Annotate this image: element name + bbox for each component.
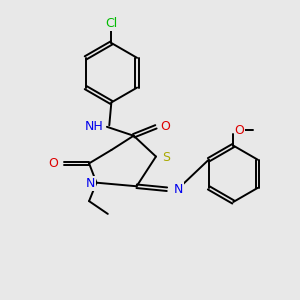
- Text: N: N: [85, 177, 95, 190]
- Text: S: S: [163, 151, 170, 164]
- Text: O: O: [160, 120, 170, 133]
- Text: N: N: [174, 183, 183, 196]
- Text: NH: NH: [85, 120, 104, 133]
- Text: Cl: Cl: [105, 17, 118, 30]
- Text: O: O: [48, 157, 58, 170]
- Text: O: O: [235, 124, 244, 136]
